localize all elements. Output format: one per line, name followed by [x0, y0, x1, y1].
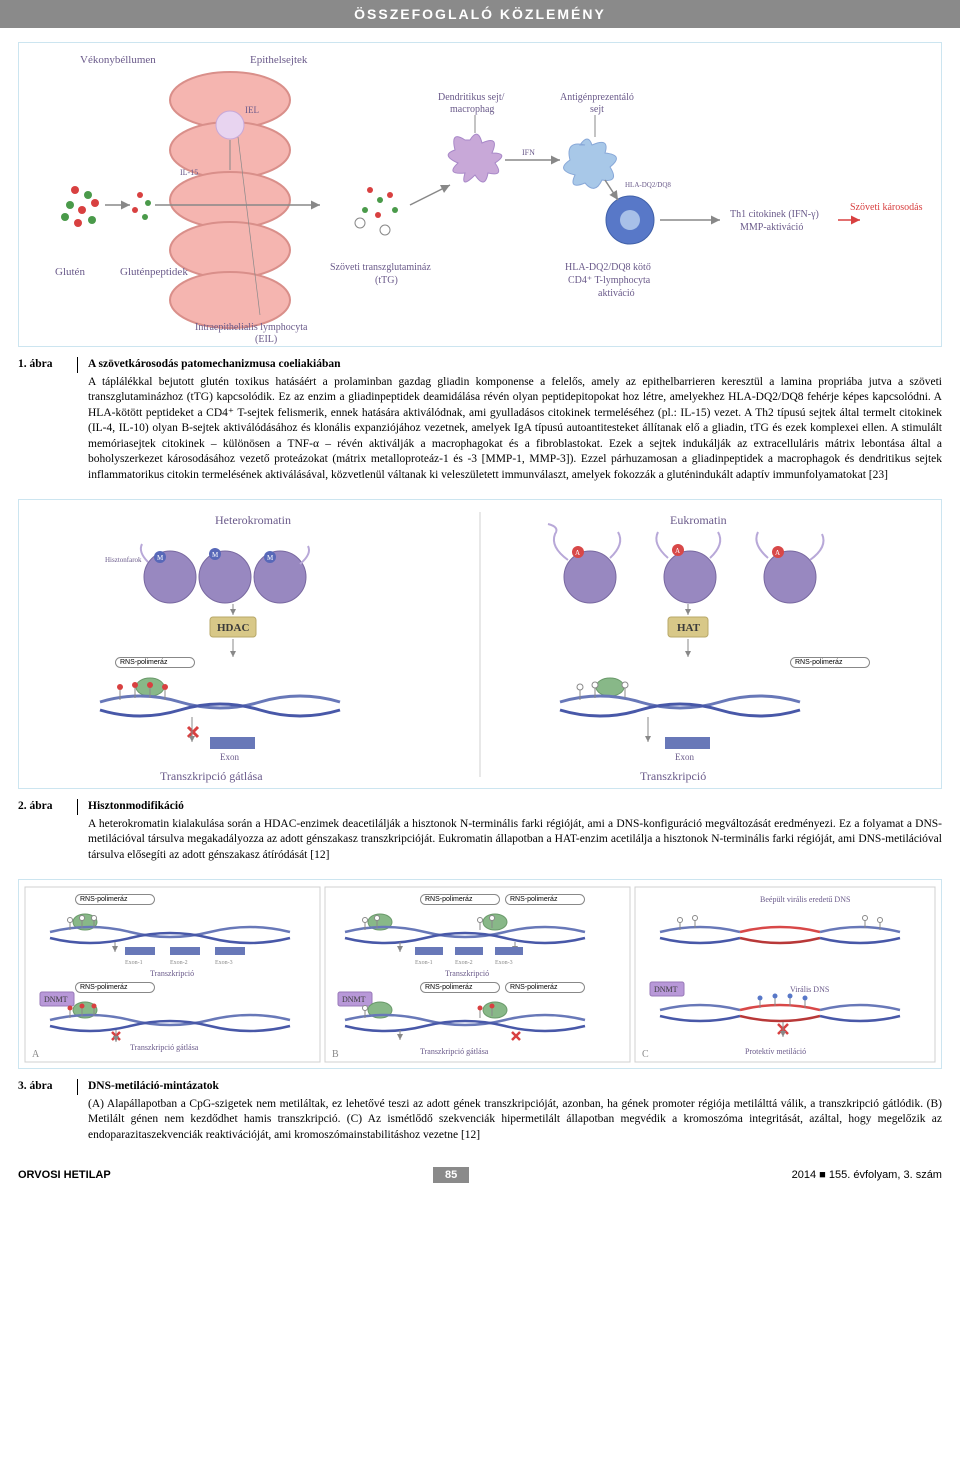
svg-text:Th1 citokinek (IFN-γ): Th1 citokinek (IFN-γ): [730, 209, 819, 220]
page-footer: ORVOSI HETILAP 85 2014 ■ 155. évfolyam, …: [0, 1159, 960, 1191]
svg-text:Exon-3: Exon-3: [495, 960, 513, 966]
svg-text:Hisztonfarok: Hisztonfarok: [105, 556, 142, 564]
panel-a-label: A: [32, 1049, 40, 1060]
figure1-caption: 1. ábra A szövetkárosodás patomechanizmu…: [18, 357, 942, 483]
svg-text:Beépült virális eredetű DNS: Beépült virális eredetű DNS: [760, 895, 850, 904]
svg-text:HLA-DQ2/DQ8 kötő: HLA-DQ2/DQ8 kötő: [565, 262, 651, 273]
heterokromatin-histones: M M M: [141, 544, 309, 603]
footer-right: 2014 ■ 155. évfolyam, 3. szám: [792, 1169, 942, 1181]
label-hat: HAT: [677, 622, 701, 634]
label-szoveti-karosodas: Szöveti károsodás: [850, 202, 923, 213]
svg-text:M: M: [267, 554, 274, 562]
figure1-caption-body: A táplálékkal bejutott glutén toxikus ha…: [88, 376, 942, 481]
svg-text:Antigénprezentáló: Antigénprezentáló: [560, 92, 634, 103]
svg-text:(EIL): (EIL): [255, 334, 277, 345]
svg-text:sejt: sejt: [590, 104, 604, 115]
label-epithelsejtek: Epithelsejtek: [250, 54, 308, 66]
svg-text:IL-15: IL-15: [180, 168, 198, 177]
svg-text:Transzkripció: Transzkripció: [150, 969, 194, 978]
svg-text:DNMT: DNMT: [44, 995, 68, 1004]
figure1-caption-title: A szövetkárosodás patomechanizmusa coeli…: [88, 357, 942, 373]
panel-b-label: B: [332, 1049, 339, 1060]
dendritic-cell: [448, 134, 502, 182]
rns-label-left: RNS-polimeráz: [115, 657, 195, 668]
dna-left: [100, 682, 340, 716]
apc-cell: [564, 139, 617, 188]
svg-text:(tTG): (tTG): [375, 275, 398, 286]
figure1-diagram: Vékonybéllumen Epithelsejtek IEL IL-15 G: [20, 45, 940, 345]
figure3-container: A B C RNS-polimeráz Exon-1 Exon-2 Exon-3…: [18, 879, 942, 1069]
svg-text:A: A: [775, 549, 780, 557]
svg-text:Exon: Exon: [675, 752, 694, 762]
footer-page-number: 85: [433, 1167, 469, 1183]
figure2-caption: 2. ábra Hisztonmodifikáció A heterokroma…: [18, 799, 942, 863]
svg-text:Transzkripció: Transzkripció: [445, 969, 489, 978]
figure2-caption-body: A heterokromatin kialakulása során a HDA…: [88, 818, 942, 861]
figure1-caption-label: 1. ábra: [18, 357, 78, 373]
svg-text:Dendritikus sejt/: Dendritikus sejt/: [438, 92, 505, 103]
dna-right: [560, 682, 800, 716]
label-gluten: Glutén: [55, 266, 85, 278]
footer-left: ORVOSI HETILAP: [18, 1169, 111, 1181]
svg-text:Virális DNS: Virális DNS: [790, 985, 829, 994]
label-ttg: Szöveti transzglutamináz: [330, 262, 431, 273]
label-transz-gatlasa: Transzkripció gátlása: [160, 769, 263, 783]
svg-text:macrophag: macrophag: [450, 104, 494, 115]
label-heterokromatin: Heterokromatin: [215, 513, 291, 527]
rns-label-right: RNS-polimeráz: [790, 657, 870, 668]
figure3-caption-label: 3. ábra: [18, 1079, 78, 1095]
svg-text:aktiváció: aktiváció: [598, 288, 635, 299]
svg-text:IEL: IEL: [245, 105, 259, 115]
label-glutenpeptidek: Gluténpeptidek: [120, 266, 188, 278]
svg-text:M: M: [212, 551, 219, 559]
gluten-cluster: [61, 186, 151, 227]
epithelial-cells: IEL IL-15: [170, 72, 290, 328]
svg-text:MMP-aktiváció: MMP-aktiváció: [740, 222, 803, 233]
figure3-caption-body: (A) Alapállapotban a CpG-szigetek nem me…: [88, 1098, 942, 1141]
figure2-diagram: Heterokromatin M M M Hisztonfarok HDAC R…: [20, 502, 940, 787]
ttg-zone: [355, 187, 398, 235]
figure3-diagram: A B C RNS-polimeráz Exon-1 Exon-2 Exon-3…: [20, 882, 940, 1067]
figure2-caption-title: Hisztonmodifikáció: [88, 799, 942, 815]
svg-text:M: M: [157, 554, 164, 562]
svg-text:Exon-1: Exon-1: [415, 960, 433, 966]
label-eukromatin: Eukromatin: [670, 513, 727, 527]
page-header: ÖSSZEFOGLALÓ KÖZLEMÉNY: [0, 0, 960, 28]
header-title: ÖSSZEFOGLALÓ KÖZLEMÉNY: [354, 6, 606, 22]
svg-text:Protektív metiláció: Protektív metiláció: [745, 1047, 806, 1056]
svg-text:A: A: [575, 549, 580, 557]
svg-text:HLA-DQ2/DQ8: HLA-DQ2/DQ8: [625, 181, 671, 189]
eukromatin-histones: A A A: [548, 524, 824, 603]
svg-text:DNMT: DNMT: [342, 995, 366, 1004]
figure2-caption-label: 2. ábra: [18, 799, 78, 815]
figure3-caption-title: DNS-metiláció-mintázatok: [88, 1079, 942, 1095]
svg-text:Exon: Exon: [220, 752, 239, 762]
figure1-container: Vékonybéllumen Epithelsejtek IEL IL-15 G: [18, 42, 942, 347]
svg-text:Transzkripció gátlása: Transzkripció gátlása: [130, 1043, 199, 1052]
svg-text:Exon-2: Exon-2: [455, 960, 473, 966]
panel-c-label: C: [642, 1049, 649, 1060]
svg-text:DNMT: DNMT: [654, 985, 678, 994]
label-hdac: HDAC: [217, 622, 249, 634]
svg-text:Exon-3: Exon-3: [215, 960, 233, 966]
svg-text:IFN: IFN: [522, 148, 535, 157]
svg-text:Transzkripció gátlása: Transzkripció gátlása: [420, 1047, 489, 1056]
svg-text:CD4⁺ T-lymphocyta: CD4⁺ T-lymphocyta: [568, 275, 651, 286]
svg-text:A: A: [675, 547, 680, 555]
svg-text:Exon-2: Exon-2: [170, 960, 188, 966]
figure2-container: Heterokromatin M M M Hisztonfarok HDAC R…: [18, 499, 942, 789]
label-transzkripcio: Transzkripció: [640, 769, 706, 783]
figure3-caption: 3. ábra DNS-metiláció-mintázatok (A) Ala…: [18, 1079, 942, 1143]
svg-text:Exon-1: Exon-1: [125, 960, 143, 966]
svg-text:Intraepithelialis lymphocyta: Intraepithelialis lymphocyta: [195, 322, 308, 333]
label-vekonybellumen: Vékonybéllumen: [80, 54, 156, 66]
